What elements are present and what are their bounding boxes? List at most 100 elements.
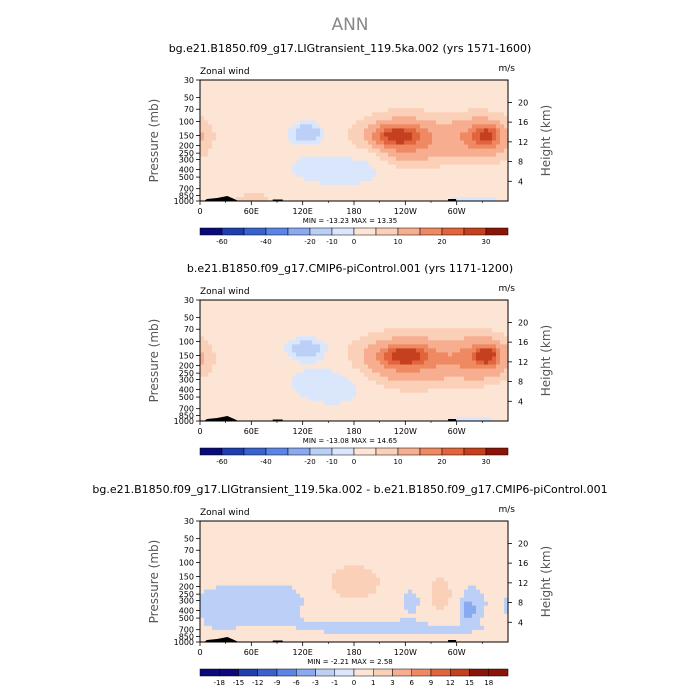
field-cell: [308, 416, 313, 422]
field-cell: [296, 300, 301, 305]
field-cell: [368, 368, 373, 374]
field-cell: [200, 332, 205, 337]
field-cell: [480, 152, 485, 158]
field-cell: [336, 148, 341, 154]
field-cell: [412, 316, 417, 321]
field-cell: [384, 404, 389, 410]
field-cell: [464, 88, 469, 93]
field-cell: [440, 136, 445, 142]
field-cell: [300, 396, 305, 402]
field-cell: [456, 356, 461, 362]
field-cell: [412, 356, 417, 362]
field-cell: [204, 352, 209, 358]
field-cell: [348, 168, 353, 174]
field-cell: [244, 380, 249, 386]
field-cell: [464, 160, 469, 166]
field-cell: [360, 84, 365, 89]
field-cell: [232, 336, 237, 341]
field-cell: [296, 324, 301, 329]
field-cell: [248, 172, 253, 178]
field-cell: [416, 316, 421, 321]
field-cell: [292, 360, 297, 366]
field-cell: [224, 108, 229, 113]
field-cell: [296, 404, 301, 410]
field-cell: [280, 184, 285, 190]
field-cell: [484, 196, 489, 202]
field-cell: [272, 100, 277, 105]
field-cell: [460, 80, 465, 85]
field-cell: [432, 525, 437, 530]
field-cell: [372, 360, 377, 366]
field-cell: [392, 416, 397, 422]
field-cell: [300, 192, 305, 198]
field-cell: [216, 400, 221, 406]
field-cell: [424, 356, 429, 362]
field-cell: [504, 124, 509, 129]
field-cell: [256, 108, 261, 113]
field-cell: [396, 372, 401, 378]
field-cell: [300, 529, 305, 534]
field-cell: [500, 412, 505, 418]
field-cell: [336, 144, 341, 150]
field-cell: [476, 136, 481, 142]
field-cell: [264, 108, 269, 113]
field-cell: [352, 332, 357, 337]
field-cell: [452, 84, 457, 89]
field-cell: [216, 380, 221, 386]
field-cell: [396, 84, 401, 89]
field-cell: [236, 168, 241, 174]
field-cell: [488, 184, 493, 190]
field-cell: [252, 300, 257, 305]
field-cell: [464, 372, 469, 378]
field-cell: [432, 376, 437, 382]
field-cell: [468, 408, 473, 414]
field-cell: [252, 316, 257, 321]
field-cell: [464, 144, 469, 150]
field-cell: [292, 404, 297, 410]
field-cell: [228, 348, 233, 354]
field-cell: [232, 360, 237, 366]
field-cell: [364, 128, 369, 134]
field-cell: [428, 364, 433, 370]
field-cell: [280, 529, 285, 534]
field-cell: [332, 336, 337, 341]
field-cell: [344, 412, 349, 418]
field-cell: [408, 192, 413, 198]
field-cell: [284, 380, 289, 386]
field-cell: [368, 348, 373, 354]
colorbar-box: [221, 227, 245, 236]
field-cell: [336, 104, 341, 109]
field-cell: [288, 80, 293, 85]
field-cell: [480, 104, 485, 109]
field-cell: [480, 96, 485, 101]
field-cell: [428, 412, 433, 418]
field-cell: [416, 412, 421, 418]
colorbar-box: [441, 227, 465, 236]
field-cell: [220, 92, 225, 97]
field-cell: [332, 148, 337, 154]
field-cell: [316, 384, 321, 390]
field-cell: [404, 84, 409, 89]
field-cell: [496, 308, 501, 313]
field-cell: [416, 136, 421, 142]
field-cell: [344, 372, 349, 378]
field-cell: [436, 144, 441, 150]
field-cell: [412, 525, 417, 530]
field-cell: [460, 148, 465, 154]
field-cell: [460, 152, 465, 158]
field-cell: [256, 116, 261, 121]
field-cell: [328, 408, 333, 414]
field-cell: [264, 160, 269, 166]
field-cell: [236, 172, 241, 178]
field-cell: [292, 340, 297, 345]
field-cell: [348, 408, 353, 414]
field-cell: [328, 144, 333, 150]
field-cell: [244, 328, 249, 333]
field-cell: [292, 396, 297, 402]
field-cell: [256, 340, 261, 345]
field-cell: [248, 404, 253, 410]
field-cell: [352, 408, 357, 414]
field-cell: [252, 344, 257, 349]
field-cell: [216, 128, 221, 134]
field-cell: [280, 168, 285, 174]
